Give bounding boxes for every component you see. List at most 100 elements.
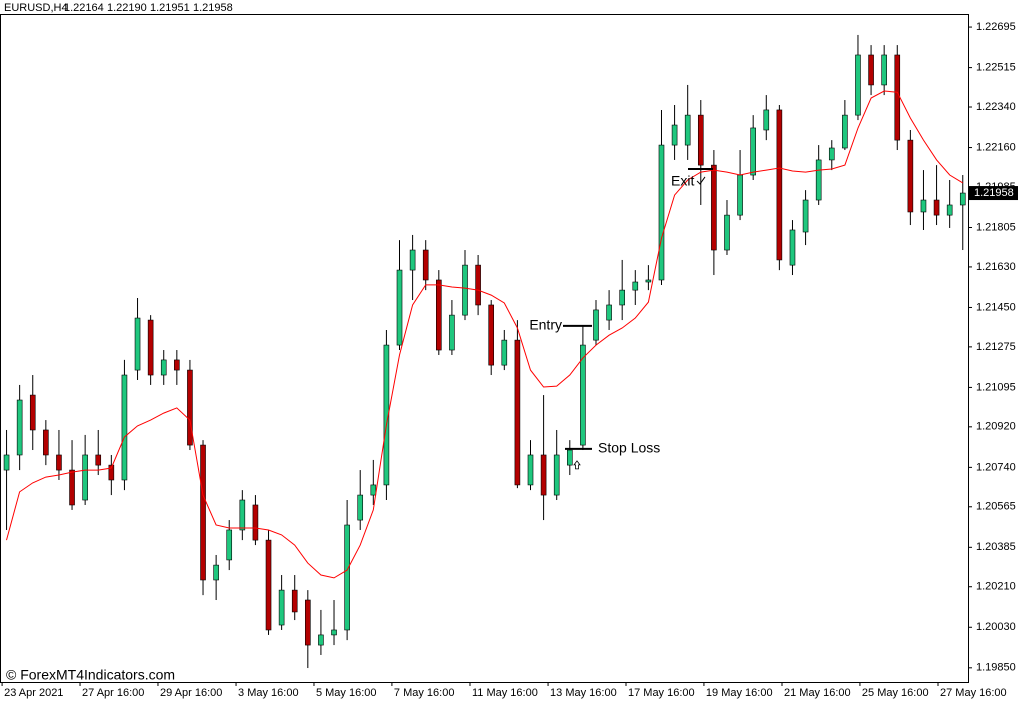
candle-body <box>959 192 966 206</box>
candle-body <box>619 289 625 306</box>
candle-body <box>920 199 927 213</box>
candle-body <box>422 249 429 281</box>
y-tick-label: 1.21275 <box>976 341 1016 353</box>
candle-body <box>174 359 180 371</box>
y-tick-label: 1.19850 <box>976 662 1016 674</box>
candle-body <box>802 199 809 233</box>
candle-body <box>147 319 154 376</box>
candle-body <box>121 374 128 481</box>
candle-body <box>95 454 102 466</box>
candle-body <box>553 454 560 496</box>
candle-body <box>69 469 75 506</box>
y-tick-label: 1.22160 <box>976 141 1016 153</box>
candle-body <box>134 317 141 371</box>
candle-body <box>252 504 259 541</box>
candle-body <box>475 264 481 306</box>
candle-body <box>566 449 573 466</box>
candle-body <box>436 279 442 351</box>
y-tick-label: 1.21630 <box>976 261 1016 273</box>
watermark: © ForexMT4Indicators.com <box>6 667 175 683</box>
quote-low: 1.21951 <box>150 2 190 14</box>
candle-body <box>29 394 36 431</box>
candle-body <box>239 499 246 531</box>
y-tick-label: 1.20030 <box>976 621 1016 633</box>
entry-arrow <box>573 460 581 470</box>
annotation-label: Stop Loss <box>598 440 660 456</box>
candle-body <box>606 304 612 321</box>
y-tick-label: 1.22695 <box>976 21 1016 33</box>
plot-frame <box>0 14 969 683</box>
candle-body <box>580 344 586 446</box>
x-tick-label: 13 May 16:00 <box>550 687 617 699</box>
quote-high: 1.22190 <box>107 2 147 14</box>
candle-body <box>383 344 390 486</box>
candle-body <box>409 249 416 271</box>
x-tick-label: 3 May 16:00 <box>238 687 299 699</box>
x-tick-label: 11 May 16:00 <box>472 687 538 699</box>
candle-body <box>671 124 678 146</box>
candle-body <box>593 309 599 341</box>
candle-body <box>724 214 730 251</box>
candle-body <box>946 204 953 216</box>
candle-body <box>907 139 914 213</box>
x-tick-label: 17 May 16:00 <box>628 687 695 699</box>
title-group: EURUSD,H4 1.22164 1.22190 1.21951 1.2195… <box>4 2 233 14</box>
candle-body <box>789 229 796 266</box>
candle-body <box>357 494 364 521</box>
candle-body <box>711 164 717 251</box>
x-tick-label: 27 May 16:00 <box>940 687 1007 699</box>
candle-body <box>278 589 285 626</box>
candles <box>3 34 966 669</box>
last-price-label: 1.21958 <box>974 187 1014 199</box>
y-tick-label: 1.20385 <box>976 541 1016 553</box>
candle-body <box>331 629 337 636</box>
y-tick-label: 1.21805 <box>976 221 1016 233</box>
candle-body <box>868 54 874 86</box>
candle-body <box>56 454 62 471</box>
y-tick-label: 1.20565 <box>976 501 1016 513</box>
x-tick-label: 29 Apr 16:00 <box>160 687 222 699</box>
candle-body <box>776 109 783 261</box>
candle-body <box>305 599 311 646</box>
candle-body <box>527 454 534 486</box>
candle-body <box>226 529 233 561</box>
candle-body <box>213 564 219 581</box>
moving-average <box>6 90 964 579</box>
x-tick-label: 7 May 16:00 <box>394 687 455 699</box>
candle-body <box>200 444 206 581</box>
candle-body <box>187 369 193 446</box>
y-tick-label: 1.20210 <box>976 581 1016 593</box>
candle-body <box>501 339 508 366</box>
x-tick-label: 5 May 16:00 <box>316 687 377 699</box>
candle-body <box>396 269 403 346</box>
candle-body <box>82 454 88 501</box>
candle-body <box>645 279 652 283</box>
candle-body <box>449 314 455 351</box>
candle-body <box>933 199 940 216</box>
candle-body <box>514 339 521 486</box>
symbol: EURUSD,H4 <box>4 2 68 14</box>
candle-body <box>828 147 835 161</box>
x-tick-label: 21 May 16:00 <box>784 687 851 699</box>
exit-check <box>696 176 706 185</box>
y-tick-label: 1.21095 <box>976 381 1016 393</box>
candle-body <box>43 429 49 456</box>
candle-body <box>108 464 115 481</box>
candle-body <box>344 524 350 631</box>
x-tick-label: 19 May 16:00 <box>706 687 773 699</box>
quote-close: 1.21958 <box>193 2 233 14</box>
candle-body <box>160 359 167 376</box>
candle-body <box>632 281 639 291</box>
y-tick-label: 1.22515 <box>976 62 1016 74</box>
candle-body <box>658 144 665 281</box>
y-tick-label: 1.20740 <box>976 461 1016 473</box>
x-tick-label: 25 May 16:00 <box>862 687 929 699</box>
candle-body <box>265 539 272 631</box>
annotation-label: Exit <box>671 173 694 189</box>
candle-body <box>3 454 10 471</box>
candle-body <box>815 159 822 201</box>
candle-body <box>737 174 743 216</box>
x-tick-label: 23 Apr 2021 <box>4 687 63 699</box>
y-tick-label: 1.20920 <box>976 421 1016 433</box>
